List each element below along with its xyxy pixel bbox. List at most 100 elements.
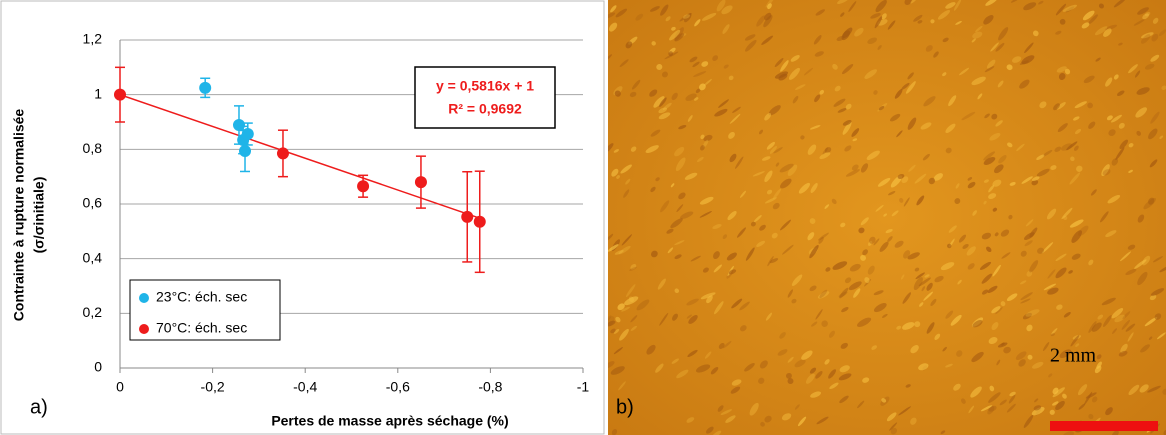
equation-box	[414, 66, 556, 129]
texture-fleck	[750, 221, 756, 227]
texture-fleck	[1125, 268, 1137, 276]
texture-fleck	[675, 157, 686, 172]
texture-fleck	[1119, 251, 1132, 262]
texture-fleck	[983, 200, 987, 205]
texture-fleck	[877, 19, 888, 26]
texture-fleck	[674, 146, 685, 157]
texture-fleck	[816, 416, 829, 425]
texture-fleck	[759, 224, 766, 231]
texture-fleck	[890, 113, 901, 122]
texture-fleck	[651, 41, 656, 46]
texture-fleck	[1077, 384, 1088, 396]
texture-fleck	[874, 16, 883, 29]
texture-fleck	[1050, 333, 1055, 337]
texture-fleck	[773, 188, 782, 199]
texture-fleck	[1029, 260, 1039, 273]
texture-fleck	[1000, 229, 1010, 237]
texture-fleck	[1111, 158, 1119, 166]
texture-fleck	[958, 234, 967, 243]
texture-fleck	[1152, 256, 1163, 263]
texture-fleck	[1102, 169, 1111, 176]
texture-fleck	[937, 10, 951, 20]
texture-fleck	[1076, 165, 1083, 172]
texture-fleck	[921, 286, 926, 292]
texture-fleck	[665, 16, 671, 22]
texture-fleck	[837, 0, 850, 5]
texture-fleck	[853, 288, 861, 298]
texture-fleck	[782, 244, 794, 255]
y-tick-label: 0,6	[83, 195, 103, 211]
texture-fleck	[1118, 42, 1123, 46]
texture-fleck	[824, 359, 830, 365]
texture-fleck	[981, 232, 992, 240]
texture-fleck	[979, 261, 992, 270]
texture-fleck	[787, 378, 794, 385]
texture-fleck	[1063, 311, 1071, 318]
texture-fleck	[781, 413, 792, 421]
texture-fleck	[630, 315, 638, 323]
texture-fleck	[940, 430, 946, 435]
texture-fleck	[983, 179, 989, 183]
x-tick-label: -0,6	[386, 379, 410, 395]
texture-fleck	[905, 384, 911, 388]
texture-fleck	[1150, 288, 1165, 296]
texture-fleck	[990, 42, 999, 52]
texture-fleck	[656, 63, 663, 70]
texture-fleck	[986, 59, 996, 69]
texture-fleck	[666, 228, 674, 234]
texture-fleck	[694, 97, 699, 101]
texture-fleck	[717, 405, 724, 412]
texture-fleck	[1011, 56, 1022, 63]
texture-fleck	[1095, 57, 1101, 62]
texture-fleck	[896, 325, 902, 330]
texture-fleck	[977, 93, 983, 100]
texture-fleck	[1107, 194, 1121, 204]
texture-fleck	[875, 0, 887, 13]
texture-fleck	[809, 218, 816, 224]
texture-fleck	[614, 250, 624, 255]
texture-fleck	[914, 321, 921, 328]
texture-fleck	[613, 347, 623, 355]
texture-fleck	[887, 236, 893, 242]
texture-fleck	[1121, 319, 1130, 330]
texture-fleck	[613, 329, 620, 334]
texture-fleck	[824, 147, 832, 153]
texture-fleck	[635, 13, 644, 21]
texture-fleck	[779, 163, 794, 173]
texture-fleck	[1094, 26, 1108, 36]
texture-fleck	[704, 351, 712, 359]
texture-fleck	[1120, 343, 1128, 353]
texture-fleck	[988, 185, 995, 193]
texture-fleck	[765, 312, 773, 321]
texture-fleck	[891, 210, 899, 217]
texture-fleck	[984, 66, 995, 73]
texture-fleck	[817, 232, 829, 241]
texture-fleck	[1048, 373, 1053, 378]
texture-fleck	[618, 381, 626, 391]
texture-fleck	[1071, 253, 1081, 260]
texture-fleck	[714, 301, 724, 315]
texture-fleck	[848, 1, 857, 12]
texture-fleck	[1140, 34, 1151, 44]
texture-fleck	[1073, 145, 1079, 151]
texture-fleck	[744, 34, 756, 41]
texture-fleck	[825, 267, 831, 272]
texture-fleck	[1137, 271, 1148, 286]
point	[461, 210, 474, 223]
texture-fleck	[1150, 111, 1160, 124]
texture-fleck	[630, 146, 637, 152]
texture-fleck	[907, 252, 920, 260]
texture-fleck	[653, 96, 665, 108]
texture-fleck	[1113, 0, 1126, 8]
trend-line	[119, 93, 480, 219]
texture-fleck	[922, 153, 930, 161]
texture-fleck	[852, 138, 858, 142]
texture-fleck	[1118, 122, 1125, 129]
texture-fleck	[1072, 116, 1080, 121]
texture-fleck	[1024, 42, 1034, 54]
point	[239, 144, 252, 157]
texture-fleck	[1134, 70, 1141, 78]
texture-fleck	[831, 198, 837, 205]
texture-fleck	[832, 261, 848, 270]
